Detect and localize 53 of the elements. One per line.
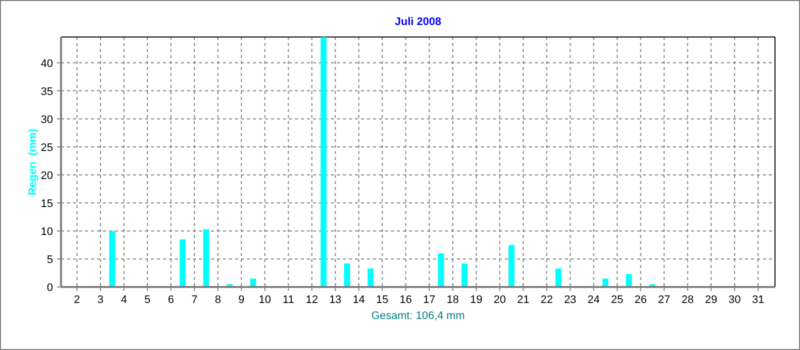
x-tick-label: 22	[540, 294, 553, 306]
x-tick-label: 11	[282, 294, 294, 306]
bar	[344, 263, 350, 287]
bar	[508, 244, 514, 287]
x-tick-label: 17	[423, 294, 436, 306]
y-axis-title: Regen (mm)	[27, 128, 39, 196]
x-tick-label: 12	[306, 294, 318, 306]
y-tick-label: 35	[40, 86, 53, 98]
x-tick-label: 28	[682, 294, 694, 306]
bar	[438, 253, 444, 287]
x-tick-label: 25	[611, 294, 624, 306]
bar	[180, 239, 186, 287]
x-tick-label: 16	[400, 294, 412, 306]
y-tick-label: 30	[40, 114, 53, 126]
x-tick-label: 29	[704, 294, 718, 306]
x-axis-title: Gesamt: 106,4 mm	[371, 310, 465, 322]
x-tick-label: 27	[658, 294, 670, 306]
x-tick-label: 24	[588, 294, 600, 306]
y-tick-label: 0	[46, 282, 53, 294]
bar	[203, 229, 210, 287]
x-tick-label: 4	[120, 294, 128, 306]
x-tick-label: 6	[168, 294, 174, 306]
y-tick-label: 10	[40, 226, 53, 238]
x-tick-label: 20	[494, 294, 506, 306]
y-tick-label: 5	[46, 254, 53, 266]
y-tick-label: 40	[40, 58, 53, 70]
x-tick-label: 10	[258, 294, 271, 306]
x-tick-label: 23	[564, 294, 576, 306]
x-tick-label: 8	[214, 294, 221, 306]
x-tick-label: 18	[446, 294, 459, 306]
bar	[555, 268, 562, 287]
bar	[368, 268, 374, 287]
x-tick-label: 14	[352, 294, 365, 306]
y-tick-label: 20	[40, 170, 53, 182]
y-tick-label: 15	[40, 198, 53, 210]
x-tick-label: 9	[238, 294, 244, 306]
x-tick-label: 15	[376, 294, 388, 306]
x-tick-label: 19	[470, 294, 482, 306]
x-tick-label: 31	[752, 294, 764, 306]
x-tick-label: 21	[517, 294, 530, 306]
bar	[626, 274, 632, 287]
chart-title: Juli 2008	[394, 16, 442, 28]
bar	[109, 230, 116, 287]
x-tick-label: 26	[634, 294, 647, 306]
x-tick-label: 30	[728, 294, 741, 306]
x-tick-label: 5	[144, 294, 150, 306]
bar	[462, 263, 468, 287]
x-tick-label: 13	[329, 294, 342, 306]
x-tick-label: 3	[97, 294, 104, 306]
bar	[320, 37, 327, 287]
x-tick-label: 7	[191, 294, 198, 306]
x-tick-label: 2	[74, 294, 80, 306]
y-tick-label: 25	[40, 142, 53, 154]
